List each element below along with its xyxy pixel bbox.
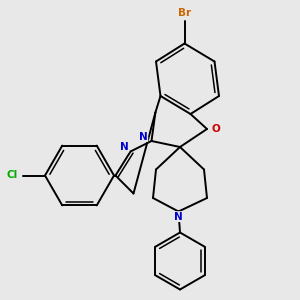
- Text: N: N: [120, 142, 129, 152]
- Text: N: N: [139, 131, 148, 142]
- Text: Cl: Cl: [6, 170, 18, 181]
- Text: N: N: [174, 212, 183, 222]
- Text: Br: Br: [178, 8, 191, 19]
- Text: O: O: [212, 124, 220, 134]
